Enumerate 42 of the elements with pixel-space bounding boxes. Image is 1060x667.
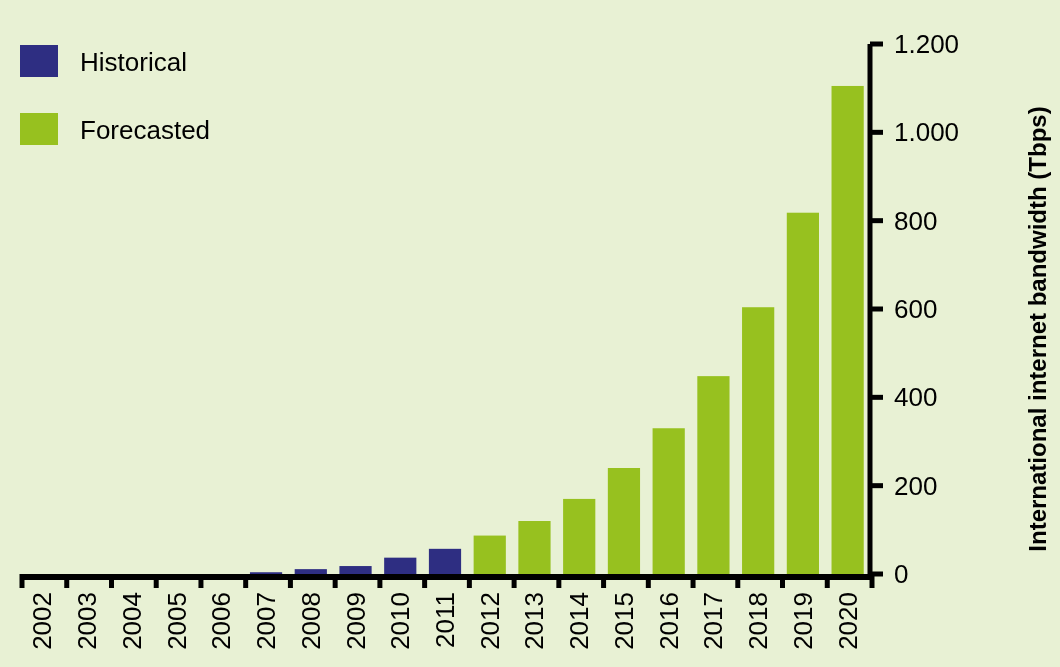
x-tick-label: 2002 xyxy=(27,592,58,650)
legend-label: Forecasted xyxy=(80,115,211,145)
x-tick-label: 2016 xyxy=(653,592,684,650)
legend-label: Historical xyxy=(80,47,187,77)
x-tick-label: 2008 xyxy=(295,592,326,650)
y-tick-label: 200 xyxy=(894,470,938,501)
x-tick-label: 2020 xyxy=(832,592,863,650)
x-tick-label: 2012 xyxy=(474,592,505,650)
x-tick-label: 2006 xyxy=(206,592,237,650)
bar xyxy=(518,521,551,574)
x-tick-label: 2011 xyxy=(430,592,460,648)
bar xyxy=(294,569,327,574)
bar xyxy=(742,307,775,574)
x-tick-label: 2010 xyxy=(385,592,416,650)
y-tick-label: 1.200 xyxy=(894,29,960,59)
y-tick-label: 800 xyxy=(894,205,938,236)
y-axis-title: International internet bandwidth (Tbps) xyxy=(1024,106,1051,552)
x-tick-label: 2014 xyxy=(564,592,595,650)
bar xyxy=(652,428,685,574)
x-tick-label: 2013 xyxy=(519,592,550,650)
bar xyxy=(697,376,730,574)
x-tick-label: 2019 xyxy=(787,592,818,650)
bar xyxy=(831,85,864,574)
x-tick-label: 2003 xyxy=(72,592,103,650)
x-tick-label: 2015 xyxy=(608,592,639,650)
x-tick-label: 2004 xyxy=(116,592,147,650)
x-tick-label: 2017 xyxy=(698,592,729,650)
bar xyxy=(339,566,372,574)
bar xyxy=(384,557,417,574)
x-tick-label: 2007 xyxy=(251,592,282,650)
y-tick-label: 1.000 xyxy=(894,117,960,148)
bar xyxy=(473,535,506,574)
x-tick-label: 2005 xyxy=(161,592,192,650)
bar xyxy=(563,498,596,574)
x-tick-label: 2009 xyxy=(340,592,371,650)
bar xyxy=(607,468,641,574)
y-tick-label: 600 xyxy=(894,294,938,324)
x-tick-label: 2018 xyxy=(743,592,774,650)
bar xyxy=(786,212,819,574)
y-tick-label: 0 xyxy=(894,559,909,589)
bar xyxy=(428,548,462,574)
y-tick-label: 400 xyxy=(894,382,938,413)
